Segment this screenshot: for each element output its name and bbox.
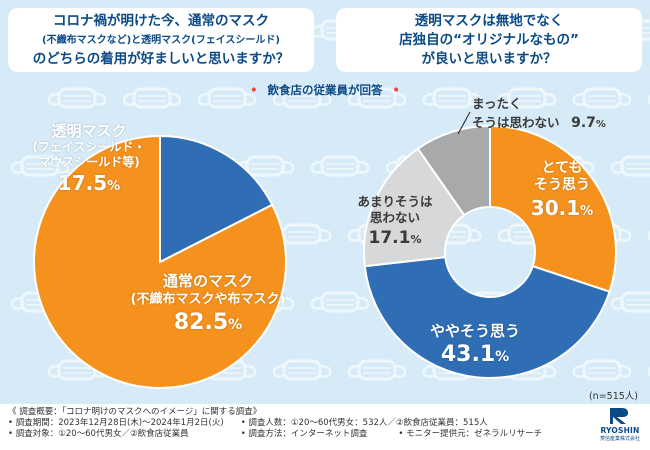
- pie-slice-1-3: [416, 124, 491, 217]
- slice-value-label: 9.7%: [571, 115, 606, 131]
- slice-label-line: まったく: [472, 96, 522, 111]
- slice-label-line: マウスシールド等): [38, 155, 140, 169]
- pie-charts-canvas: [33, 111, 617, 389]
- ryoshin-logo-icon: [610, 408, 628, 424]
- slice-label-somewhat-agree: ややそう思う 43.1%: [410, 322, 540, 371]
- respondent-subtitle: • 飲食店の従業員が回答 •: [0, 82, 650, 98]
- percent-unit: %: [495, 349, 510, 365]
- question-box-general: コロナ禍が明けた今、通常のマスク (不織布マスクなど)と透明マスク(フェイスシー…: [8, 8, 314, 72]
- percent-unit: %: [228, 317, 243, 333]
- subtitle-text: 飲食店の従業員が回答: [267, 83, 383, 97]
- slice-value-label: 82.5%: [108, 308, 308, 340]
- footer-count: • 調査人数：①20〜60代男女：532人／②飲食店従業員：515人: [240, 418, 488, 428]
- slice-label-line: あまりそうは: [357, 194, 433, 209]
- pie-slice-1-2: [363, 147, 466, 268]
- slice-value: 17.5: [57, 171, 108, 195]
- percent-unit: %: [595, 119, 606, 130]
- slice-label-transparent-mask: 透明マスク (フェイスシールド・ マウスシールド等) 17.5%: [14, 122, 164, 200]
- slice-label-line: (不織布マスクや布マスク): [130, 292, 286, 307]
- slice-value: 82.5: [173, 310, 229, 335]
- footer-provider: • モニター提供元：ゼネラルリサーチ: [398, 429, 543, 439]
- question-line: (不織布マスクなど)と透明マスク(フェイスシールド): [42, 35, 280, 46]
- survey-overview-footer: 《 調査概要：「コロナ明けのマスクへのイメージ」に関する調査》 • 調査期間：2…: [0, 404, 650, 450]
- slice-value: 9.7: [571, 115, 596, 131]
- footer-subjects: • 調査対象：①20〜60代男女／②飲食店従業員: [8, 429, 189, 439]
- footer-title: 《 調査概要：「コロナ明けのマスクへのイメージ」に関する調査》: [8, 407, 262, 417]
- percent-unit: %: [410, 233, 422, 246]
- footer-row: • 調査期間：2023年12月28日(木)〜2024年1月2日(火) • 調査人…: [8, 418, 642, 429]
- slice-value-label: 17.1%: [340, 226, 450, 252]
- percent-unit: %: [107, 179, 121, 194]
- bullet-dot: •: [250, 83, 258, 97]
- slice-value: 30.1: [530, 196, 581, 220]
- company-logo: RYOSHIN 菱信産業株式会社: [598, 406, 642, 442]
- pie-slice-0-0: [159, 134, 274, 264]
- slice-label-line: 思わない: [369, 210, 420, 225]
- slice-label-not-really: あまりそうは 思わない 17.1%: [340, 194, 450, 252]
- slice-label-line: 透明マスク: [51, 122, 127, 140]
- footer-method: • 調査方法：インターネット調査: [240, 429, 368, 439]
- percent-unit: %: [580, 204, 594, 219]
- slice-value-label: 43.1%: [410, 341, 540, 371]
- slice-label-line: (フェイスシールド・: [32, 140, 146, 154]
- slice-value-label: 17.5%: [14, 170, 164, 200]
- question-line: 店独自の“オリジナルなもの”: [399, 32, 579, 48]
- slice-value: 43.1: [440, 342, 496, 367]
- question-line: 透明マスクは無地でなく: [414, 13, 564, 29]
- bullet-dot: •: [392, 83, 400, 97]
- slice-label-line: そう思う: [534, 177, 590, 193]
- slice-label-line: そうは思わない: [472, 115, 560, 130]
- leader-line: [457, 111, 471, 135]
- footer-period: • 調査期間：2023年12月28日(木)〜2024年1月2日(火): [8, 418, 224, 428]
- slice-label-line: 通常のマスク: [162, 272, 253, 290]
- slice-label-line: とても: [541, 160, 583, 176]
- pie-slice-1-0: [489, 124, 617, 293]
- slice-label-not-at-all: まったく そうは思わない 9.7%: [472, 96, 632, 131]
- slice-label-normal-mask: 通常のマスク (不織布マスクや布マスク) 82.5%: [108, 272, 308, 340]
- pie-slice-0-1: [33, 134, 287, 389]
- footer-row: • 調査対象：①20〜60代男女／②飲食店従業員 • 調査方法：インターネット調…: [8, 429, 642, 440]
- slice-label-line: ややそう思う: [429, 322, 520, 340]
- question-line: のどちらの着用が好ましいと思いますか？: [32, 51, 290, 67]
- slice-value-label: 30.1%: [512, 194, 612, 226]
- sample-size-label: (n=515人): [588, 391, 638, 402]
- logo-subtext: 菱信産業株式会社: [599, 436, 640, 442]
- logo-name: RYOSHIN: [600, 426, 640, 435]
- question-line: が良いと思いますか？: [421, 51, 557, 67]
- slice-value: 17.1: [368, 228, 411, 248]
- question-line: コロナ禍が明けた今、通常のマスク: [53, 13, 269, 29]
- pie-slice-1-1: [363, 255, 611, 379]
- slice-label-strongly-agree: とても そう思う 30.1%: [512, 160, 612, 226]
- question-box-original: 透明マスクは無地でなく 店独自の“オリジナルなもの” が良いと思いますか？: [336, 8, 642, 72]
